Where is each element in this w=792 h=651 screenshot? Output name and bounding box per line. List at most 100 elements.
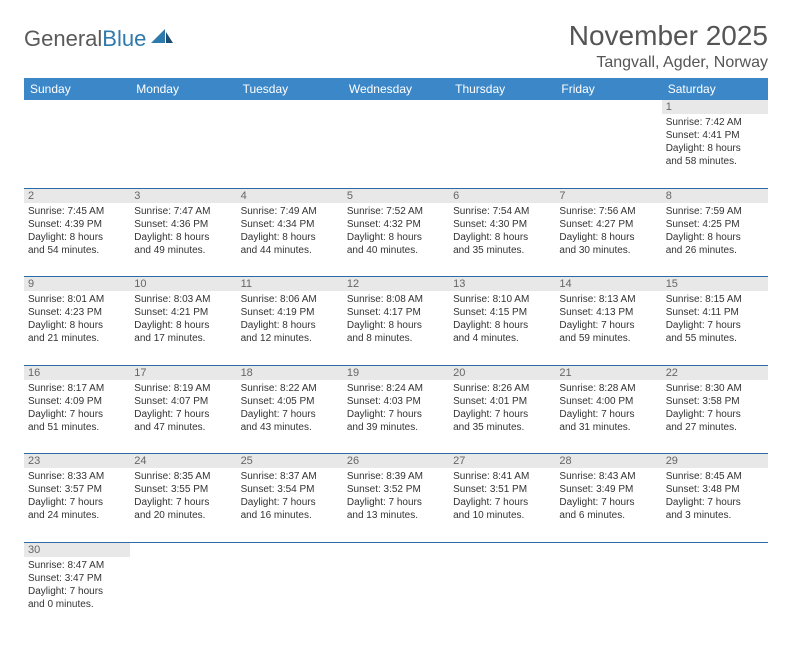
day-cell: Sunrise: 8:24 AMSunset: 4:03 PMDaylight:… xyxy=(343,380,449,454)
day-cell: Sunrise: 8:30 AMSunset: 3:58 PMDaylight:… xyxy=(662,380,768,454)
day-cell-text: Sunrise: 8:41 AMSunset: 3:51 PMDaylight:… xyxy=(453,470,551,522)
day-number-cell: 20 xyxy=(449,365,555,380)
day-cell-text: Sunrise: 7:54 AMSunset: 4:30 PMDaylight:… xyxy=(453,205,551,257)
day-number-cell: 22 xyxy=(662,365,768,380)
day-cell-text: Sunrise: 8:26 AMSunset: 4:01 PMDaylight:… xyxy=(453,382,551,434)
day-number-cell: 4 xyxy=(237,188,343,203)
day-number-cell: 5 xyxy=(343,188,449,203)
day-cell: Sunrise: 7:52 AMSunset: 4:32 PMDaylight:… xyxy=(343,203,449,277)
day-header: Tuesday xyxy=(237,78,343,100)
day-cell: Sunrise: 8:43 AMSunset: 3:49 PMDaylight:… xyxy=(555,468,661,542)
week-row: Sunrise: 8:01 AMSunset: 4:23 PMDaylight:… xyxy=(24,291,768,365)
week-row: Sunrise: 8:47 AMSunset: 3:47 PMDaylight:… xyxy=(24,557,768,631)
day-cell: Sunrise: 8:35 AMSunset: 3:55 PMDaylight:… xyxy=(130,468,236,542)
day-number-cell: 23 xyxy=(24,454,130,469)
day-number-row: 16171819202122 xyxy=(24,365,768,380)
day-number-cell xyxy=(662,542,768,557)
day-number-cell: 26 xyxy=(343,454,449,469)
day-number-cell: 2 xyxy=(24,188,130,203)
day-number-cell xyxy=(449,100,555,114)
day-number-cell: 11 xyxy=(237,277,343,292)
calendar-body: 1Sunrise: 7:42 AMSunset: 4:41 PMDaylight… xyxy=(24,100,768,631)
day-cell-text: Sunrise: 7:47 AMSunset: 4:36 PMDaylight:… xyxy=(134,205,232,257)
day-cell-text: Sunrise: 7:45 AMSunset: 4:39 PMDaylight:… xyxy=(28,205,126,257)
day-number-cell xyxy=(130,100,236,114)
day-number-cell: 6 xyxy=(449,188,555,203)
day-cell: Sunrise: 7:56 AMSunset: 4:27 PMDaylight:… xyxy=(555,203,661,277)
day-cell: Sunrise: 8:08 AMSunset: 4:17 PMDaylight:… xyxy=(343,291,449,365)
day-cell xyxy=(343,557,449,631)
day-number-cell: 10 xyxy=(130,277,236,292)
day-cell: Sunrise: 8:19 AMSunset: 4:07 PMDaylight:… xyxy=(130,380,236,454)
header: GeneralBlue November 2025 Tangvall, Agde… xyxy=(24,20,768,72)
day-number-cell: 12 xyxy=(343,277,449,292)
day-number-row: 9101112131415 xyxy=(24,277,768,292)
day-cell: Sunrise: 8:37 AMSunset: 3:54 PMDaylight:… xyxy=(237,468,343,542)
day-cell xyxy=(449,557,555,631)
day-number-cell: 1 xyxy=(662,100,768,114)
day-cell: Sunrise: 8:01 AMSunset: 4:23 PMDaylight:… xyxy=(24,291,130,365)
day-cell-text: Sunrise: 8:06 AMSunset: 4:19 PMDaylight:… xyxy=(241,293,339,345)
week-row: Sunrise: 7:45 AMSunset: 4:39 PMDaylight:… xyxy=(24,203,768,277)
day-cell-text: Sunrise: 8:13 AMSunset: 4:13 PMDaylight:… xyxy=(559,293,657,345)
day-number-cell xyxy=(24,100,130,114)
day-cell: Sunrise: 8:33 AMSunset: 3:57 PMDaylight:… xyxy=(24,468,130,542)
day-header: Monday xyxy=(130,78,236,100)
day-cell: Sunrise: 8:28 AMSunset: 4:00 PMDaylight:… xyxy=(555,380,661,454)
day-header: Wednesday xyxy=(343,78,449,100)
day-number-cell: 9 xyxy=(24,277,130,292)
day-number-cell: 21 xyxy=(555,365,661,380)
day-header: Thursday xyxy=(449,78,555,100)
day-cell-text: Sunrise: 8:22 AMSunset: 4:05 PMDaylight:… xyxy=(241,382,339,434)
day-cell: Sunrise: 8:06 AMSunset: 4:19 PMDaylight:… xyxy=(237,291,343,365)
day-number-cell: 8 xyxy=(662,188,768,203)
day-cell-text: Sunrise: 8:03 AMSunset: 4:21 PMDaylight:… xyxy=(134,293,232,345)
day-cell-text: Sunrise: 8:43 AMSunset: 3:49 PMDaylight:… xyxy=(559,470,657,522)
day-cell xyxy=(555,114,661,188)
week-row: Sunrise: 8:33 AMSunset: 3:57 PMDaylight:… xyxy=(24,468,768,542)
day-cell xyxy=(24,114,130,188)
day-cell: Sunrise: 7:45 AMSunset: 4:39 PMDaylight:… xyxy=(24,203,130,277)
week-row: Sunrise: 7:42 AMSunset: 4:41 PMDaylight:… xyxy=(24,114,768,188)
calendar-table: SundayMondayTuesdayWednesdayThursdayFrid… xyxy=(24,78,768,631)
day-number-cell: 29 xyxy=(662,454,768,469)
day-cell: Sunrise: 8:45 AMSunset: 3:48 PMDaylight:… xyxy=(662,468,768,542)
day-number-row: 1 xyxy=(24,100,768,114)
day-number-cell xyxy=(449,542,555,557)
day-cell: Sunrise: 8:03 AMSunset: 4:21 PMDaylight:… xyxy=(130,291,236,365)
day-cell: Sunrise: 8:17 AMSunset: 4:09 PMDaylight:… xyxy=(24,380,130,454)
day-cell-text: Sunrise: 8:30 AMSunset: 3:58 PMDaylight:… xyxy=(666,382,764,434)
day-number-row: 23242526272829 xyxy=(24,454,768,469)
day-number-cell: 27 xyxy=(449,454,555,469)
day-cell xyxy=(130,557,236,631)
day-cell-text: Sunrise: 8:10 AMSunset: 4:15 PMDaylight:… xyxy=(453,293,551,345)
day-cell xyxy=(662,557,768,631)
day-number-cell: 3 xyxy=(130,188,236,203)
day-cell xyxy=(555,557,661,631)
day-number-cell: 13 xyxy=(449,277,555,292)
day-cell: Sunrise: 8:39 AMSunset: 3:52 PMDaylight:… xyxy=(343,468,449,542)
day-cell: Sunrise: 8:10 AMSunset: 4:15 PMDaylight:… xyxy=(449,291,555,365)
day-cell-text: Sunrise: 8:01 AMSunset: 4:23 PMDaylight:… xyxy=(28,293,126,345)
day-cell: Sunrise: 8:15 AMSunset: 4:11 PMDaylight:… xyxy=(662,291,768,365)
day-cell xyxy=(343,114,449,188)
day-cell-text: Sunrise: 8:35 AMSunset: 3:55 PMDaylight:… xyxy=(134,470,232,522)
day-number-cell: 15 xyxy=(662,277,768,292)
day-number-cell: 17 xyxy=(130,365,236,380)
day-number-row: 30 xyxy=(24,542,768,557)
day-cell xyxy=(237,114,343,188)
day-cell: Sunrise: 8:41 AMSunset: 3:51 PMDaylight:… xyxy=(449,468,555,542)
day-cell: Sunrise: 8:47 AMSunset: 3:47 PMDaylight:… xyxy=(24,557,130,631)
day-cell xyxy=(449,114,555,188)
day-cell xyxy=(130,114,236,188)
day-cell: Sunrise: 7:47 AMSunset: 4:36 PMDaylight:… xyxy=(130,203,236,277)
day-cell-text: Sunrise: 8:37 AMSunset: 3:54 PMDaylight:… xyxy=(241,470,339,522)
day-header: Friday xyxy=(555,78,661,100)
day-cell-text: Sunrise: 8:17 AMSunset: 4:09 PMDaylight:… xyxy=(28,382,126,434)
location: Tangvall, Agder, Norway xyxy=(569,54,768,72)
day-number-cell: 14 xyxy=(555,277,661,292)
day-cell: Sunrise: 7:54 AMSunset: 4:30 PMDaylight:… xyxy=(449,203,555,277)
day-cell-text: Sunrise: 8:08 AMSunset: 4:17 PMDaylight:… xyxy=(347,293,445,345)
day-number-cell xyxy=(237,542,343,557)
logo-text-general: General xyxy=(24,26,102,51)
